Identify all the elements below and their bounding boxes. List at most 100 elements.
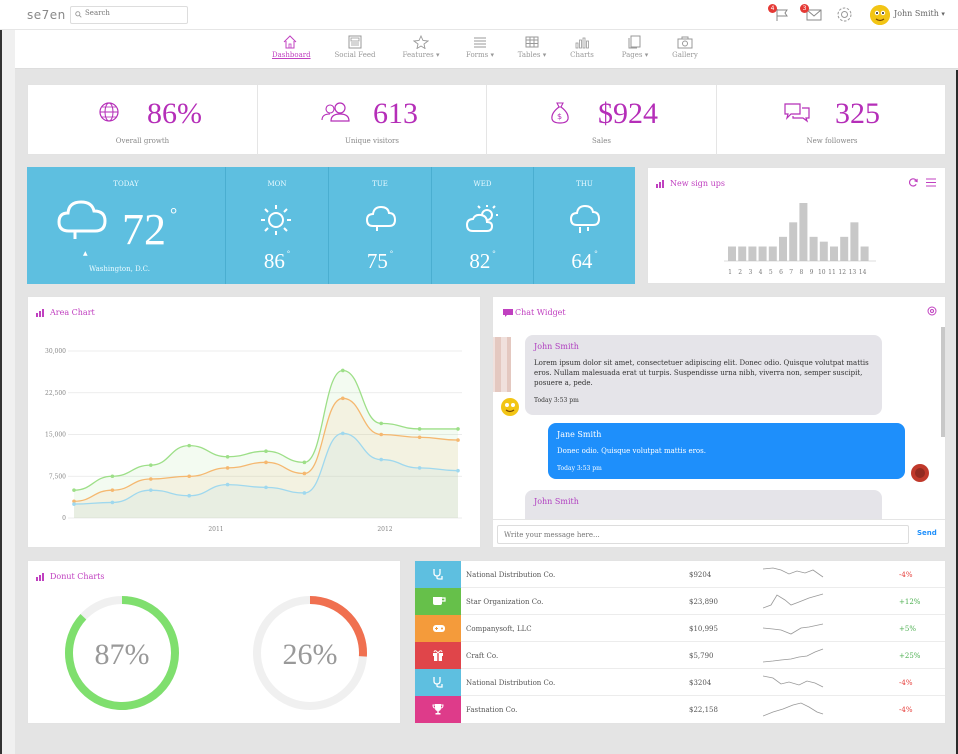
bar-chart-icon (656, 180, 664, 188)
nav-forms[interactable]: Forms ▾ (462, 35, 498, 59)
stat-unique-visitors: 613 Unique visitors (258, 85, 487, 155)
data-point (417, 435, 422, 440)
nav-social-feed[interactable]: Social Feed (333, 35, 377, 59)
nav-dashboard[interactable]: Dashboard (272, 35, 311, 59)
stat-value: $924 (598, 97, 658, 130)
list-item[interactable]: Craft Co. $5,790 +25% (415, 642, 945, 669)
chat-message: John Smith Lorem ipsum dolor sit amet, c… (525, 335, 882, 415)
data-point (379, 432, 384, 437)
message-time: Today 3:53 pm (557, 465, 602, 472)
cloud-icon (57, 200, 107, 239)
send-button[interactable]: Send (917, 529, 937, 537)
company-change: +12% (899, 598, 921, 606)
company-change: -4% (899, 571, 913, 579)
nav-features[interactable]: Features ▾ (401, 35, 441, 59)
weather-day-wed: WED 82 ° (431, 167, 533, 284)
page-gutter (0, 0, 15, 754)
nav-pages[interactable]: Pages ▾ (617, 35, 653, 59)
series-line (73, 369, 458, 491)
stats-panel: 86% Overall growth 613 Unique visitors $… (27, 84, 946, 155)
company-amount: $3204 (689, 679, 712, 687)
stat-new-followers: 325 New followers (717, 85, 947, 155)
data-point (341, 368, 345, 373)
stethoscope-icon (433, 569, 443, 580)
settings-button[interactable] (836, 6, 853, 27)
weather-day-label: WED (473, 180, 492, 188)
data-point (187, 474, 191, 479)
data-point (72, 488, 76, 492)
partly-cloudy-icon (465, 205, 498, 232)
stat-sales: $ $924 Sales (487, 85, 717, 155)
x-tick-label: 2 (738, 269, 742, 276)
x-tick-label: 2012 (377, 526, 392, 533)
row-tag (415, 696, 461, 723)
list-item[interactable]: Star Organization Co. $23,890 +12% (415, 588, 945, 615)
list-item[interactable]: National Distribution Co. $9204 -4% (415, 561, 945, 588)
settings-icon[interactable] (927, 306, 937, 316)
company-name: National Distribution Co. (466, 679, 556, 687)
notifications-badge: 4 (768, 4, 777, 13)
signup-bar (738, 246, 747, 261)
x-tick-label: 5 (769, 269, 773, 276)
x-tick-label: 14 (859, 269, 867, 276)
search-input[interactable] (85, 9, 185, 17)
company-name: Fastnation Co. (466, 706, 518, 714)
data-point (110, 488, 115, 492)
bar-chart-icon (36, 573, 44, 581)
users-icon (321, 102, 350, 122)
donut-charts: 87% 26% (65, 596, 367, 710)
flag-icon (776, 9, 788, 21)
chat-message-input[interactable] (497, 525, 909, 544)
sparkline (763, 593, 824, 609)
weather-day-mon: MON 86 ° (225, 167, 328, 284)
menu-icon[interactable] (926, 178, 936, 187)
list-icon (474, 37, 486, 48)
logo[interactable]: se7en (27, 8, 66, 22)
globe-icon (99, 102, 119, 122)
row-tag (415, 615, 461, 642)
nav-tables[interactable]: Tables ▾ (514, 35, 550, 59)
list-item[interactable]: National Distribution Co. $3204 -4% (415, 669, 945, 696)
row-tag (415, 669, 461, 696)
company-change: +5% (899, 625, 916, 633)
panel-title: New sign ups (670, 179, 725, 188)
weather-widget: TODAY 72 ° ▲ Washington, D.C. MON 86 ° TU… (27, 167, 635, 284)
table-icon (525, 36, 539, 48)
notifications-button[interactable]: 4 (768, 4, 790, 26)
user-menu[interactable]: John Smith ▾ (894, 9, 945, 18)
chat-scrollbar[interactable] (941, 327, 945, 437)
avatar[interactable] (870, 5, 890, 25)
signup-bar (779, 236, 787, 261)
data-point (456, 427, 460, 431)
stat-label: New followers (806, 137, 858, 145)
refresh-icon[interactable] (909, 178, 918, 187)
signup-bar (768, 246, 777, 261)
weather-location: Washington, D.C. (89, 265, 150, 273)
weather-day-label: TUE (372, 180, 388, 188)
data-point (302, 460, 307, 465)
weather-temperature: 75 ° (366, 249, 394, 273)
data-point (417, 466, 422, 470)
list-item[interactable]: Companysoft, LLC $10,995 +5% (415, 615, 945, 642)
mail-icon (806, 9, 822, 21)
gift-icon (433, 650, 443, 661)
nav-charts[interactable]: Charts (568, 35, 596, 59)
signups-panel: New sign ups 1 2 3 4 5 6 7 8 9 10 11 12 13 14 (647, 167, 946, 284)
data-point (187, 493, 191, 498)
weather-temperature: 82 ° (469, 249, 496, 273)
messages-button[interactable]: 3 (800, 4, 822, 26)
bar-chart-icon (575, 37, 589, 49)
messages-badge: 3 (800, 4, 809, 13)
nav-label: Social Feed (334, 51, 376, 59)
nav-label: Pages (621, 51, 643, 59)
data-point (72, 502, 76, 506)
list-item[interactable]: Fastnation Co. $22,158 -4% (415, 696, 945, 723)
home-icon (283, 35, 297, 49)
row-tag (415, 561, 461, 588)
star-icon (413, 35, 429, 49)
nav-gallery[interactable]: Gallery (671, 35, 699, 59)
y-tick-label: 0 (62, 515, 66, 522)
signup-bar (799, 203, 808, 261)
series-line (73, 397, 459, 502)
search-box[interactable] (70, 6, 188, 24)
